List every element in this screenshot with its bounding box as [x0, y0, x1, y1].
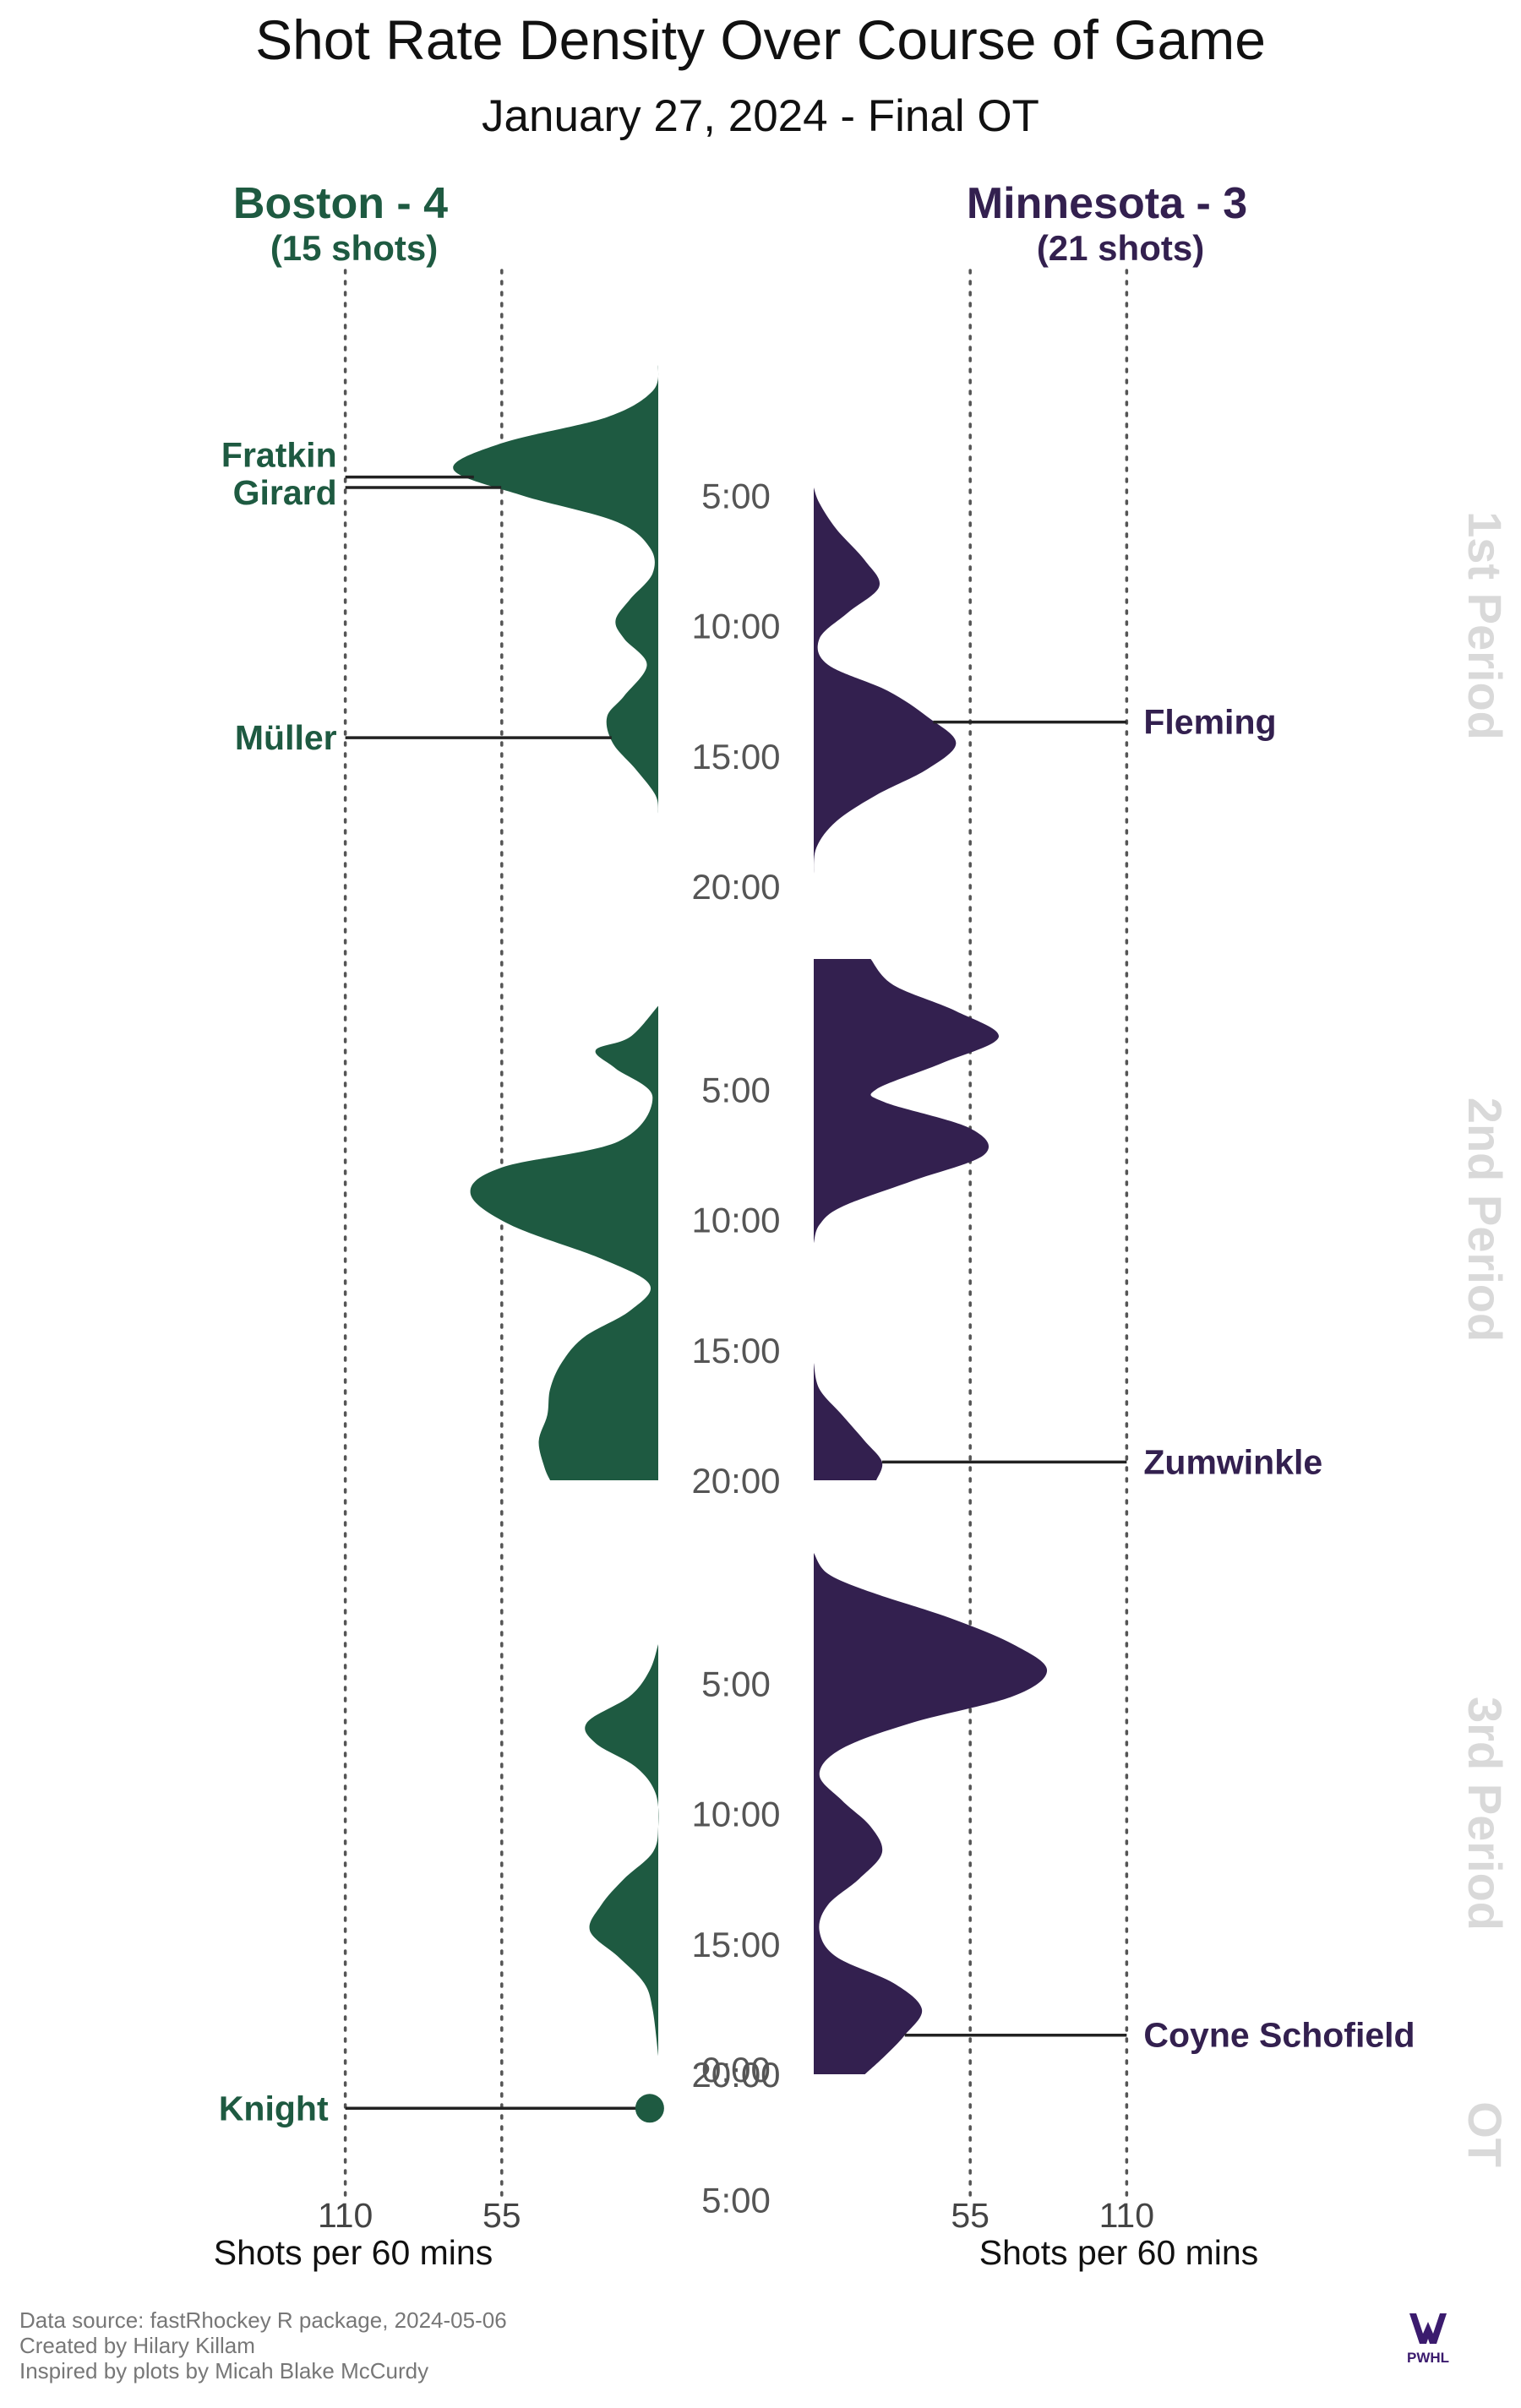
- time-tick-p1-500: 5:00: [701, 476, 771, 515]
- minnesota-density-p1-0: [814, 487, 957, 874]
- footer-credits: Data source: fastRhockey R package, 2024…: [19, 2307, 507, 2383]
- x-tick-left-55: 55: [482, 2196, 521, 2235]
- goal-label-knight: Knight: [219, 2089, 329, 2127]
- time-tick-p3-2000: 20:00: [691, 2055, 780, 2095]
- time-tick-p1-1500: 15:00: [691, 737, 780, 776]
- time-tick-p4-000: 0:00: [701, 2050, 771, 2089]
- pwhl-logo: PWHL: [1407, 2313, 1449, 2366]
- time-tick-p2-500: 5:00: [701, 1070, 771, 1109]
- period-label-3: 3rd Period: [1458, 1697, 1512, 1931]
- x-axis-label-right: Shots per 60 mins: [979, 2233, 1258, 2272]
- minnesota-density-p3-3: [814, 1553, 1048, 2074]
- boston-shots-label: (15 shots): [270, 228, 438, 268]
- boston-team-label: Boston - 4: [233, 179, 448, 228]
- goal-label-coyne-schofield: Coyne Schofield: [1143, 2016, 1415, 2055]
- x-gridlines: [343, 269, 1129, 2198]
- time-tick-p3-500: 5:00: [701, 1664, 771, 1703]
- time-tick-p3-1500: 15:00: [691, 1925, 780, 1964]
- goal-label-zumwinkle: Zumwinkle: [1143, 1442, 1322, 1481]
- period-label-2: 2nd Period: [1458, 1098, 1512, 1342]
- goal-label-m-ller: Müller: [235, 718, 337, 757]
- period-label-4: OT: [1458, 2101, 1512, 2167]
- x-tick-right-55: 55: [951, 2196, 989, 2235]
- footer-line-1: Data source: fastRhockey R package, 2024…: [19, 2307, 507, 2333]
- minnesota-shots-label: (21 shots): [1037, 228, 1204, 268]
- time-tick-p1-1000: 10:00: [691, 607, 780, 646]
- chart-subtitle: January 27, 2024 - Final OT: [482, 91, 1039, 141]
- density-areas: [453, 365, 1048, 2074]
- time-tick-p1-2000: 20:00: [691, 867, 780, 907]
- boston-density-p1-0: [453, 365, 659, 814]
- goal-dot-knight: [635, 2094, 664, 2123]
- time-tick-p2-1000: 10:00: [691, 1201, 780, 1240]
- team-headers: Boston - 4(15 shots) Minnesota - 3(21 sho…: [233, 179, 1247, 268]
- period-labels: 1st Period 2nd Period 3rd Period OT: [1458, 511, 1512, 2167]
- time-tick-p2-1500: 15:00: [691, 1331, 780, 1370]
- minnesota-density-p2-1: [814, 959, 1000, 1244]
- time-tick-p4-500: 5:00: [701, 2180, 771, 2220]
- x-tick-right-110: 110: [1099, 2196, 1154, 2235]
- minnesota-density-p2-2: [814, 1363, 883, 1480]
- goal-label-girard: Girard: [233, 473, 337, 512]
- time-tick-p2-2000: 20:00: [691, 1461, 780, 1501]
- pwhl-logo-mark: [1409, 2313, 1447, 2344]
- goal-label-fleming: Fleming: [1143, 703, 1276, 742]
- minnesota-team-label: Minnesota - 3: [967, 179, 1247, 228]
- footer-line-2: Created by Hilary Killam: [19, 2333, 255, 2358]
- pwhl-logo-text: PWHL: [1407, 2350, 1449, 2366]
- x-axis-label-left: Shots per 60 mins: [214, 2233, 493, 2272]
- boston-density-p2-1: [470, 1005, 658, 1480]
- goal-label-fratkin: Fratkin: [221, 436, 337, 475]
- boston-density-p3-2: [585, 1643, 659, 2057]
- time-tick-p3-1000: 10:00: [691, 1795, 780, 1834]
- chart-title: Shot Rate Density Over Course of Game: [255, 8, 1266, 71]
- time-axis: 5:00 10:00 15:00 20:00 5:00 10:00 15:00 20:00 5:…: [691, 476, 780, 2220]
- x-tick-left-110: 110: [318, 2196, 373, 2235]
- period-label-1: 1st Period: [1458, 511, 1512, 740]
- footer-line-3: Inspired by plots by Micah Blake McCurdy: [19, 2358, 428, 2383]
